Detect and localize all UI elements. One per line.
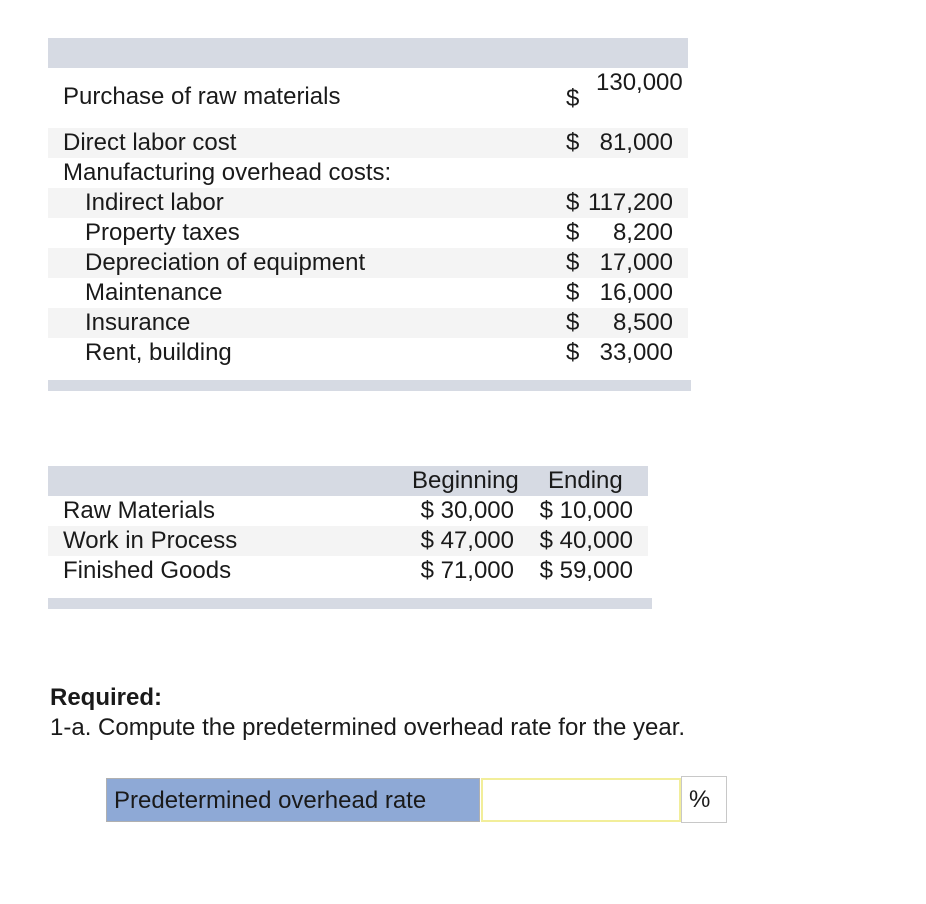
cost-label-purchase-raw-materials: Purchase of raw materials: [63, 83, 341, 110]
cost-dollar-sign: $: [566, 189, 580, 216]
required-question: 1-a. Compute the predetermined overhead …: [50, 714, 686, 741]
cost-label-direct-labor: Direct labor cost: [63, 129, 237, 156]
cost-label-indirect-labor: Indirect labor: [85, 189, 224, 216]
cost-label-manufacturing-overhead: Manufacturing overhead costs:: [63, 159, 392, 186]
cost-label-property-taxes: Property taxes: [85, 219, 240, 246]
cost-label-maintenance: Maintenance: [85, 279, 223, 306]
cost-value-purchase-raw-materials: 130,000: [596, 69, 683, 96]
inventory-label-raw-materials: Raw Materials: [63, 497, 216, 524]
cost-value-depreciation: 17,000: [599, 249, 673, 276]
inventory-table-footer-bar: [48, 598, 652, 609]
inventory-header-ending: Ending: [548, 467, 623, 494]
inventory-table-header-bar: [48, 466, 648, 496]
answer-unit-cell: %: [681, 776, 727, 823]
answer-label-cell: Predetermined overhead rate: [106, 778, 480, 822]
cost-dollar-sign: $: [566, 85, 580, 112]
inventory-ending-work-in-process: $ 40,000: [539, 527, 633, 554]
cost-dollar-sign: $: [566, 249, 580, 276]
cost-label-insurance: Insurance: [85, 309, 191, 336]
cost-value-insurance: 8,500: [612, 309, 673, 336]
cost-value-indirect-labor: 117,200: [588, 189, 673, 216]
cost-row-stripe: [48, 128, 688, 158]
cost-dollar-sign: $: [566, 339, 580, 366]
cost-row-stripe: [48, 248, 688, 278]
cost-value-property-taxes: 8,200: [612, 219, 673, 246]
cost-table-header-bar: [48, 38, 688, 68]
cost-dollar-sign: $: [566, 219, 580, 246]
cost-dollar-sign: $: [566, 309, 580, 336]
required-heading: Required:: [50, 684, 163, 711]
cost-value-direct-labor: 81,000: [599, 129, 673, 156]
inventory-header-beginning: Beginning: [412, 467, 519, 494]
inventory-beginning-finished-goods: $ 71,000: [420, 557, 514, 584]
percent-unit: %: [689, 786, 711, 813]
cost-table-footer-bar: [48, 380, 691, 391]
cost-row-stripe: [48, 308, 688, 338]
cost-dollar-sign: $: [566, 279, 580, 306]
inventory-row-stripe: [48, 526, 648, 556]
inventory-beginning-work-in-process: $ 47,000: [420, 527, 514, 554]
cost-dollar-sign: $: [566, 129, 580, 156]
answer-label: Predetermined overhead rate: [114, 787, 427, 814]
cropped-text-line: [0, 0, 926, 6]
cost-value-maintenance: 16,000: [599, 279, 673, 306]
inventory-label-work-in-process: Work in Process: [63, 527, 238, 554]
inventory-beginning-raw-materials: $ 30,000: [420, 497, 514, 524]
cost-row-stripe: [48, 188, 688, 218]
inventory-label-finished-goods: Finished Goods: [63, 557, 232, 584]
predetermined-overhead-rate-input[interactable]: [481, 778, 681, 822]
cost-label-rent-building: Rent, building: [85, 339, 232, 366]
inventory-ending-finished-goods: $ 59,000: [539, 557, 633, 584]
cost-value-rent-building: 33,000: [599, 339, 673, 366]
inventory-ending-raw-materials: $ 10,000: [539, 497, 633, 524]
cost-label-depreciation: Depreciation of equipment: [85, 249, 366, 276]
